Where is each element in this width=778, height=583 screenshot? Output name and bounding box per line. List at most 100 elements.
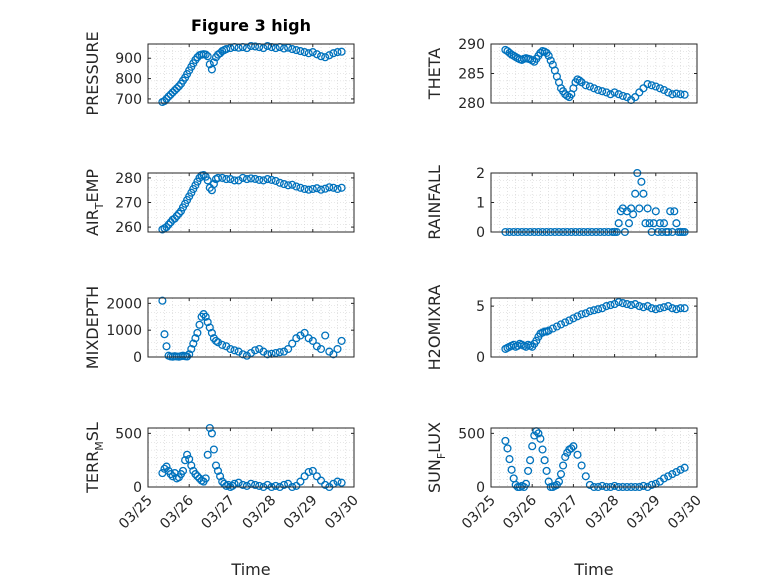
data-point bbox=[333, 48, 342, 57]
data-point bbox=[205, 60, 214, 69]
data-point bbox=[187, 461, 196, 470]
data-point bbox=[610, 300, 619, 309]
axes-frame bbox=[147, 43, 355, 104]
data-point bbox=[296, 477, 305, 486]
y-tick-label: 1 bbox=[476, 196, 485, 212]
y-axis-label: AIRTEMP bbox=[83, 169, 106, 236]
data-point bbox=[255, 344, 264, 354]
data-point bbox=[321, 480, 330, 489]
data-point bbox=[263, 350, 272, 359]
data-point bbox=[201, 474, 210, 483]
data-point bbox=[567, 444, 576, 453]
data-point bbox=[585, 82, 594, 91]
data-point bbox=[664, 302, 673, 311]
data-point bbox=[162, 342, 171, 351]
data-point bbox=[209, 445, 218, 454]
data-point bbox=[552, 322, 561, 331]
data-point bbox=[530, 431, 539, 440]
data-point bbox=[639, 189, 648, 198]
data-point bbox=[181, 456, 190, 465]
data-point bbox=[222, 175, 231, 184]
data-point bbox=[554, 477, 564, 486]
data-point bbox=[631, 189, 640, 198]
data-point bbox=[172, 84, 181, 93]
data-point bbox=[542, 466, 551, 475]
axes-frame bbox=[147, 297, 355, 358]
data-point bbox=[191, 470, 200, 479]
data-point bbox=[664, 472, 673, 481]
data-point bbox=[191, 334, 200, 343]
data-point bbox=[246, 174, 256, 183]
y-tick-label: 0 bbox=[476, 350, 485, 366]
data-point bbox=[577, 461, 586, 470]
data-point bbox=[614, 219, 623, 228]
data-point bbox=[213, 173, 223, 182]
data-point bbox=[246, 41, 256, 51]
figure-title: Figure 3 high bbox=[191, 16, 311, 35]
data-point bbox=[321, 331, 330, 340]
data-point bbox=[308, 336, 317, 345]
axes-frame bbox=[490, 427, 698, 488]
data-point bbox=[631, 300, 640, 309]
data-point bbox=[337, 183, 346, 192]
x-axis-label-left: Time bbox=[230, 560, 270, 579]
data-point bbox=[666, 207, 675, 216]
data-point bbox=[213, 466, 223, 475]
data-point bbox=[610, 481, 619, 490]
data-point bbox=[279, 44, 289, 53]
data-point bbox=[279, 480, 289, 489]
data-point bbox=[606, 90, 615, 99]
data-point bbox=[569, 442, 578, 451]
data-point bbox=[602, 88, 611, 97]
data-point bbox=[598, 481, 607, 490]
data-point bbox=[162, 94, 171, 103]
y-tick-label: 270 bbox=[115, 196, 142, 212]
data-point bbox=[271, 348, 280, 358]
data-point bbox=[160, 96, 169, 106]
data-point bbox=[300, 48, 309, 57]
data-point bbox=[172, 211, 181, 221]
y-tick-label: 280 bbox=[115, 171, 142, 187]
data-point bbox=[308, 466, 317, 475]
data-point bbox=[222, 45, 231, 54]
y-tick-label: 2000 bbox=[106, 296, 142, 312]
data-point bbox=[218, 477, 227, 486]
data-point bbox=[216, 472, 225, 481]
data-point bbox=[238, 350, 247, 359]
data-point bbox=[284, 181, 293, 190]
data-point bbox=[505, 455, 514, 464]
data-point bbox=[207, 65, 216, 74]
data-point bbox=[316, 185, 326, 194]
data-point bbox=[296, 183, 305, 192]
data-point bbox=[606, 301, 615, 310]
data-point bbox=[255, 175, 264, 184]
data-point bbox=[160, 464, 169, 473]
data-point bbox=[585, 307, 594, 316]
data-point bbox=[207, 328, 216, 337]
x-tick-label: 03/30 bbox=[665, 493, 705, 533]
data-point bbox=[168, 88, 177, 97]
data-point bbox=[561, 318, 570, 327]
data-point bbox=[668, 304, 677, 313]
data-point bbox=[561, 452, 570, 462]
x-axis-labels: Time Time bbox=[230, 560, 613, 579]
data-point bbox=[325, 183, 334, 192]
data-point bbox=[263, 175, 272, 184]
subplot-theta: 280 285 290 THETA bbox=[425, 37, 698, 112]
data-point bbox=[544, 326, 553, 335]
data-point bbox=[641, 219, 650, 228]
data-point bbox=[193, 53, 202, 62]
data-point bbox=[308, 48, 317, 57]
data-point bbox=[242, 175, 251, 184]
data-point bbox=[296, 47, 305, 56]
data-point bbox=[170, 214, 179, 223]
data-point bbox=[581, 81, 590, 90]
y-tick-label: 0 bbox=[476, 480, 485, 496]
data-point bbox=[218, 340, 227, 349]
data-point bbox=[672, 305, 681, 314]
data-point bbox=[228, 481, 237, 490]
data-point bbox=[624, 219, 634, 228]
data-point bbox=[614, 298, 623, 307]
data-point bbox=[581, 309, 590, 318]
data-point bbox=[251, 480, 260, 489]
